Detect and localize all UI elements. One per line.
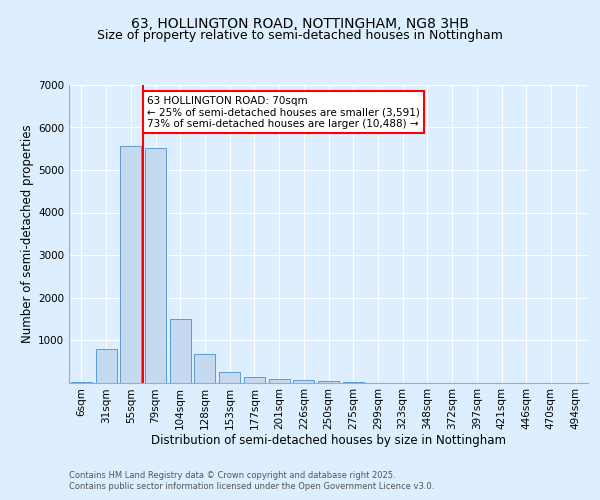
Bar: [269, 379, 290, 382]
Bar: [194, 354, 215, 382]
Bar: [145, 148, 166, 382]
Bar: [120, 146, 141, 382]
Y-axis label: Number of semi-detached properties: Number of semi-detached properties: [21, 124, 34, 343]
Bar: [219, 372, 240, 382]
Bar: [170, 319, 191, 382]
Text: 63 HOLLINGTON ROAD: 70sqm
← 25% of semi-detached houses are smaller (3,591)
73% : 63 HOLLINGTON ROAD: 70sqm ← 25% of semi-…: [147, 96, 420, 129]
Text: 63, HOLLINGTON ROAD, NOTTINGHAM, NG8 3HB: 63, HOLLINGTON ROAD, NOTTINGHAM, NG8 3HB: [131, 18, 469, 32]
Bar: [95, 350, 116, 382]
Text: Contains HM Land Registry data © Crown copyright and database right 2025.: Contains HM Land Registry data © Crown c…: [69, 471, 395, 480]
X-axis label: Distribution of semi-detached houses by size in Nottingham: Distribution of semi-detached houses by …: [151, 434, 506, 446]
Text: Size of property relative to semi-detached houses in Nottingham: Size of property relative to semi-detach…: [97, 29, 503, 42]
Text: Contains public sector information licensed under the Open Government Licence v3: Contains public sector information licen…: [69, 482, 434, 491]
Bar: [244, 377, 265, 382]
Bar: [293, 380, 314, 382]
